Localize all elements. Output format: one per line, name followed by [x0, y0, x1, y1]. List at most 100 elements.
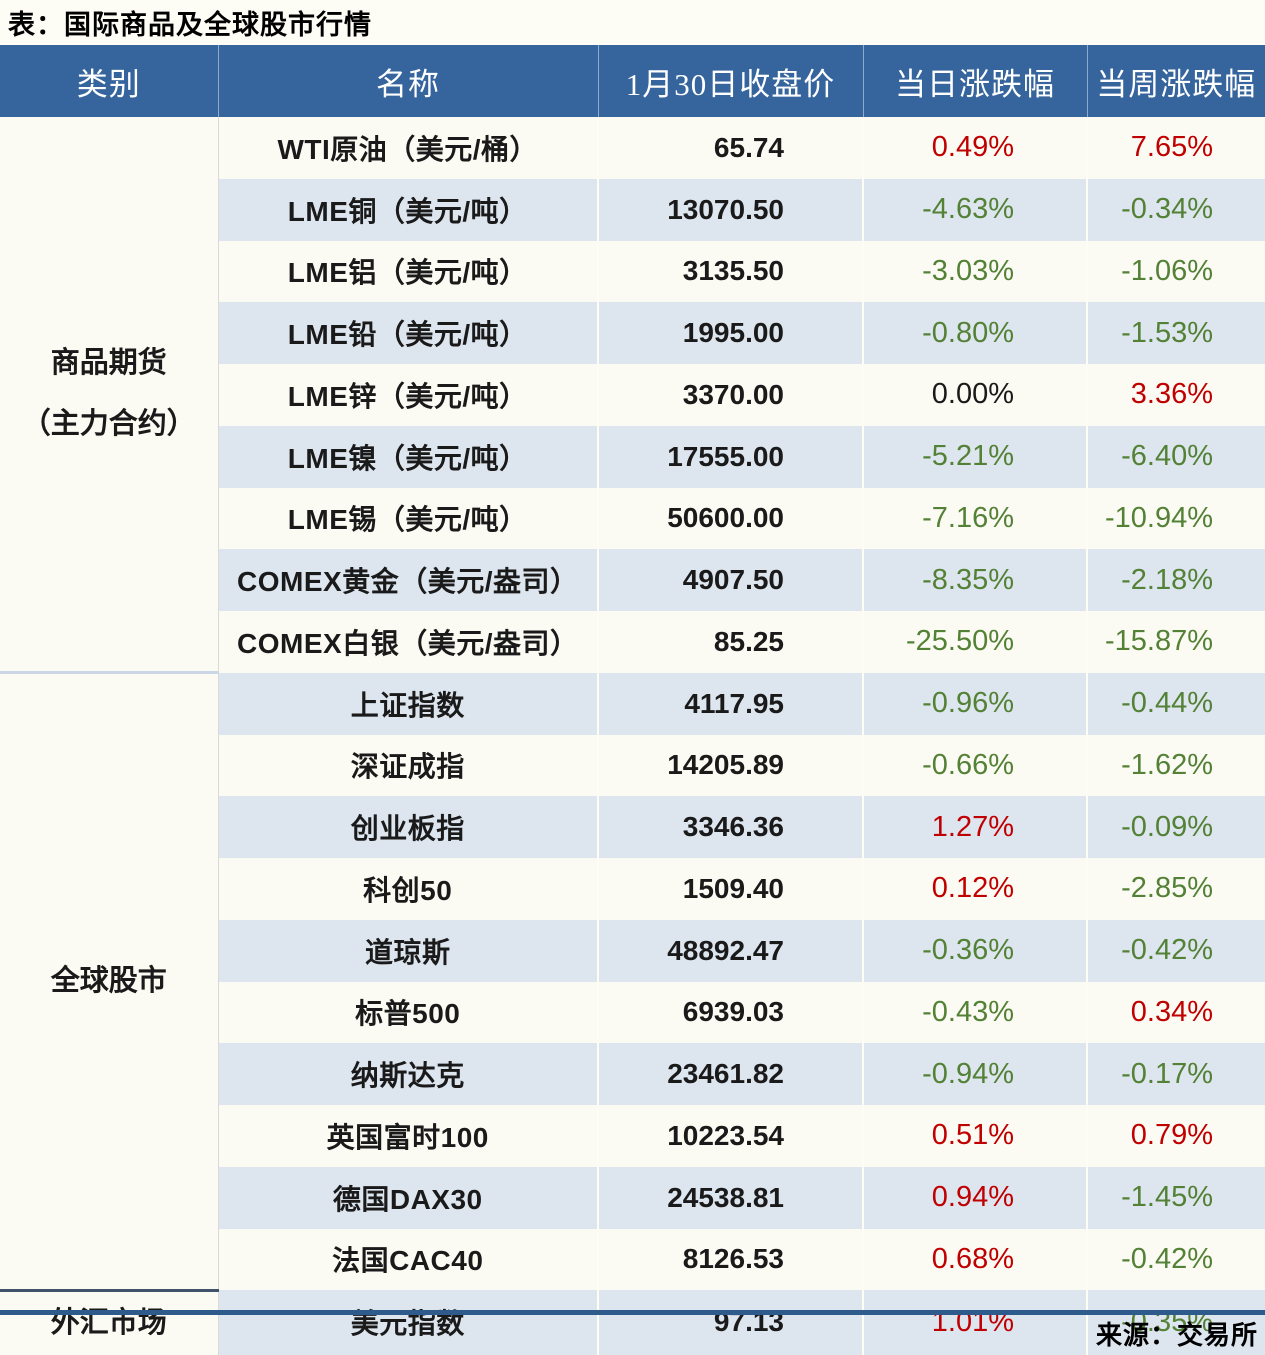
- cell-name: LME铝（美元/吨）: [218, 240, 599, 303]
- cell-week: 0.34%: [1087, 981, 1265, 1044]
- cell-week: -6.40%: [1087, 425, 1265, 488]
- source-label: 来源：交易所: [1095, 1320, 1258, 1350]
- cell-day: -0.36%: [863, 919, 1088, 982]
- cell-close: 24538.81: [598, 1166, 864, 1229]
- cell-week: -0.42%: [1087, 1228, 1265, 1291]
- cell-close: 3135.50: [598, 240, 864, 303]
- table-bottom-border: [0, 1310, 1265, 1315]
- cell-close: 97.13: [598, 1290, 864, 1355]
- cell-close: 50600.00: [598, 487, 864, 550]
- cell-week: -0.44%: [1087, 672, 1265, 735]
- cell-name: 美元指数: [218, 1290, 599, 1355]
- cell-name: COMEX白银（美元/盎司）: [218, 611, 599, 673]
- cell-name: LME镍（美元/吨）: [218, 425, 599, 488]
- table-row: 外汇市场 美元指数 97.13 1.01% -0.35%: [0, 1288, 1265, 1355]
- cell-name: 道琼斯: [218, 919, 599, 982]
- table-row: 商品期货 （主力合约） WTI原油（美元/桶） 65.74 0.49% 7.65%: [0, 117, 1265, 673]
- table-row: LME铜（美元/吨） 13070.50 -4.63% -0.34%: [0, 178, 1265, 241]
- category-cell: 外汇市场: [0, 1288, 219, 1355]
- cell-week: -1.45%: [1087, 1166, 1265, 1229]
- cell-week: -0.17%: [1087, 1043, 1265, 1105]
- cell-week: 7.65%: [1087, 117, 1265, 179]
- page-title: 表：国际商品及全球股市行情: [8, 10, 372, 40]
- cell-day: 1.27%: [863, 796, 1088, 858]
- cell-close: 23461.82: [598, 1043, 864, 1105]
- cell-day: 0.68%: [863, 1228, 1088, 1291]
- cell-name: LME锌（美元/吨）: [218, 364, 599, 426]
- cell-name: 上证指数: [218, 672, 599, 735]
- cell-day: -25.50%: [863, 611, 1088, 673]
- cell-name: 创业板指: [218, 796, 599, 858]
- table-row: COMEX黄金（美元/盎司） 4907.50 -8.35% -2.18%: [0, 549, 1265, 611]
- cell-day: 0.00%: [863, 364, 1088, 426]
- cell-day: 0.49%: [863, 117, 1088, 179]
- table-row: LME铅（美元/吨） 1995.00 -0.80% -1.53%: [0, 302, 1265, 364]
- table-row: 道琼斯 48892.47 -0.36% -0.42%: [0, 919, 1265, 982]
- market-table: 类别 名称 1月30日收盘价 当日涨跌幅 当周涨跌幅 商品期货 （主力合约） WT…: [0, 45, 1265, 1355]
- cell-week: -2.85%: [1087, 858, 1265, 920]
- cell-week: 0.79%: [1087, 1105, 1265, 1167]
- cell-week: -15.87%: [1087, 611, 1265, 673]
- table-row: 德国DAX30 24538.81 0.94% -1.45%: [0, 1166, 1265, 1229]
- cell-week: -0.42%: [1087, 919, 1265, 982]
- table-row: 英国富时100 10223.54 0.51% 0.79%: [0, 1105, 1265, 1167]
- cell-name: COMEX黄金（美元/盎司）: [218, 549, 599, 611]
- header-category: 类别: [0, 45, 219, 117]
- cell-name: 科创50: [218, 858, 599, 920]
- category-cell: 全球股市: [0, 671, 219, 1291]
- table-row: 全球股市 上证指数 4117.95 -0.96% -0.44%: [0, 671, 1265, 1291]
- cell-close: 8126.53: [598, 1228, 864, 1291]
- cell-day: -0.80%: [863, 302, 1088, 364]
- header-day-change: 当日涨跌幅: [863, 45, 1088, 117]
- cell-close: 1509.40: [598, 858, 864, 920]
- cell-day: 0.94%: [863, 1166, 1088, 1229]
- cell-name: 法国CAC40: [218, 1228, 599, 1291]
- header-name: 名称: [218, 45, 599, 117]
- cell-day: -0.94%: [863, 1043, 1088, 1105]
- cell-week: -1.06%: [1087, 240, 1265, 303]
- cell-close: 3370.00: [598, 364, 864, 426]
- cell-day: -5.21%: [863, 425, 1088, 488]
- cell-close: 65.74: [598, 117, 864, 179]
- cell-day: 0.12%: [863, 858, 1088, 920]
- cell-week: -10.94%: [1087, 487, 1265, 550]
- cell-day: 1.01%: [863, 1290, 1088, 1355]
- cell-week: -2.18%: [1087, 549, 1265, 611]
- table-row: LME镍（美元/吨） 17555.00 -5.21% -6.40%: [0, 425, 1265, 488]
- cell-day: -4.63%: [863, 178, 1088, 241]
- table-row: 深证成指 14205.89 -0.66% -1.62%: [0, 734, 1265, 797]
- cell-close: 13070.50: [598, 178, 864, 241]
- cell-week: -0.34%: [1087, 178, 1265, 241]
- header-row: 类别 名称 1月30日收盘价 当日涨跌幅 当周涨跌幅: [0, 45, 1265, 117]
- table-row: LME锡（美元/吨） 50600.00 -7.16% -10.94%: [0, 487, 1265, 550]
- table-row: COMEX白银（美元/盎司） 85.25 -25.50% -15.87%: [0, 611, 1265, 673]
- cell-day: -0.96%: [863, 672, 1088, 735]
- cell-close: 10223.54: [598, 1105, 864, 1167]
- cell-name: LME铅（美元/吨）: [218, 302, 599, 364]
- cell-name: 英国富时100: [218, 1105, 599, 1167]
- cell-week: 3.36%: [1087, 364, 1265, 426]
- cell-name: WTI原油（美元/桶）: [218, 117, 599, 179]
- cell-name: LME锡（美元/吨）: [218, 487, 599, 550]
- cell-name: 标普500: [218, 981, 599, 1044]
- cell-day: -0.66%: [863, 734, 1088, 797]
- cell-close: 4117.95: [598, 672, 864, 735]
- cell-name: 德国DAX30: [218, 1166, 599, 1229]
- cell-close: 48892.47: [598, 919, 864, 982]
- cell-name: LME铜（美元/吨）: [218, 178, 599, 241]
- table-row: 纳斯达克 23461.82 -0.94% -0.17%: [0, 1043, 1265, 1105]
- cell-week: -1.53%: [1087, 302, 1265, 364]
- header-close-price: 1月30日收盘价: [598, 45, 864, 117]
- cell-name: 深证成指: [218, 734, 599, 797]
- cell-close: 6939.03: [598, 981, 864, 1044]
- cell-close: 1995.00: [598, 302, 864, 364]
- cell-day: 0.51%: [863, 1105, 1088, 1167]
- cell-day: -7.16%: [863, 487, 1088, 550]
- cell-close: 4907.50: [598, 549, 864, 611]
- cell-name: 纳斯达克: [218, 1043, 599, 1105]
- table-row: LME锌（美元/吨） 3370.00 0.00% 3.36%: [0, 364, 1265, 426]
- cell-close: 85.25: [598, 611, 864, 673]
- table-row: 科创50 1509.40 0.12% -2.85%: [0, 858, 1265, 920]
- cell-close: 14205.89: [598, 734, 864, 797]
- table-row: 标普500 6939.03 -0.43% 0.34%: [0, 981, 1265, 1044]
